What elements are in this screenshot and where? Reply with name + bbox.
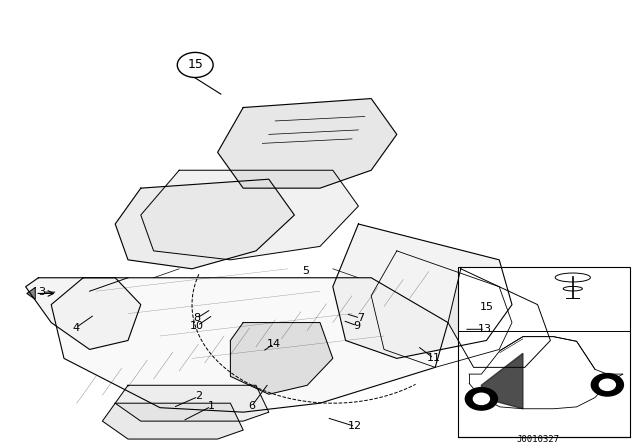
Text: 15: 15 <box>188 58 203 72</box>
Bar <box>458 267 630 437</box>
Text: 12: 12 <box>348 422 362 431</box>
Polygon shape <box>51 278 448 412</box>
Circle shape <box>474 393 490 405</box>
Text: 5: 5 <box>303 266 309 276</box>
Text: 4: 4 <box>72 323 79 333</box>
Text: 10: 10 <box>190 321 204 331</box>
Circle shape <box>591 374 623 396</box>
Text: 15: 15 <box>480 302 494 312</box>
Polygon shape <box>481 353 523 409</box>
Polygon shape <box>27 288 35 299</box>
Polygon shape <box>448 269 550 367</box>
Ellipse shape <box>555 273 590 282</box>
Text: 13: 13 <box>478 324 492 334</box>
Polygon shape <box>230 323 333 394</box>
Polygon shape <box>26 278 141 349</box>
Text: 3: 3 <box>38 287 45 297</box>
Polygon shape <box>115 385 269 421</box>
Text: 6: 6 <box>248 401 255 411</box>
Ellipse shape <box>563 286 582 291</box>
Text: 11: 11 <box>427 353 441 363</box>
Text: 9: 9 <box>353 321 361 331</box>
Text: 7: 7 <box>356 313 364 323</box>
Text: 8: 8 <box>193 313 201 323</box>
Text: 1: 1 <box>208 401 214 411</box>
Polygon shape <box>102 403 243 439</box>
Circle shape <box>465 388 497 410</box>
Polygon shape <box>141 170 358 260</box>
Polygon shape <box>218 99 397 188</box>
Text: J0010327: J0010327 <box>516 435 559 444</box>
Circle shape <box>599 379 616 390</box>
Text: 2: 2 <box>195 392 202 401</box>
Polygon shape <box>333 224 512 358</box>
Polygon shape <box>115 179 294 269</box>
Text: 14: 14 <box>267 339 281 349</box>
